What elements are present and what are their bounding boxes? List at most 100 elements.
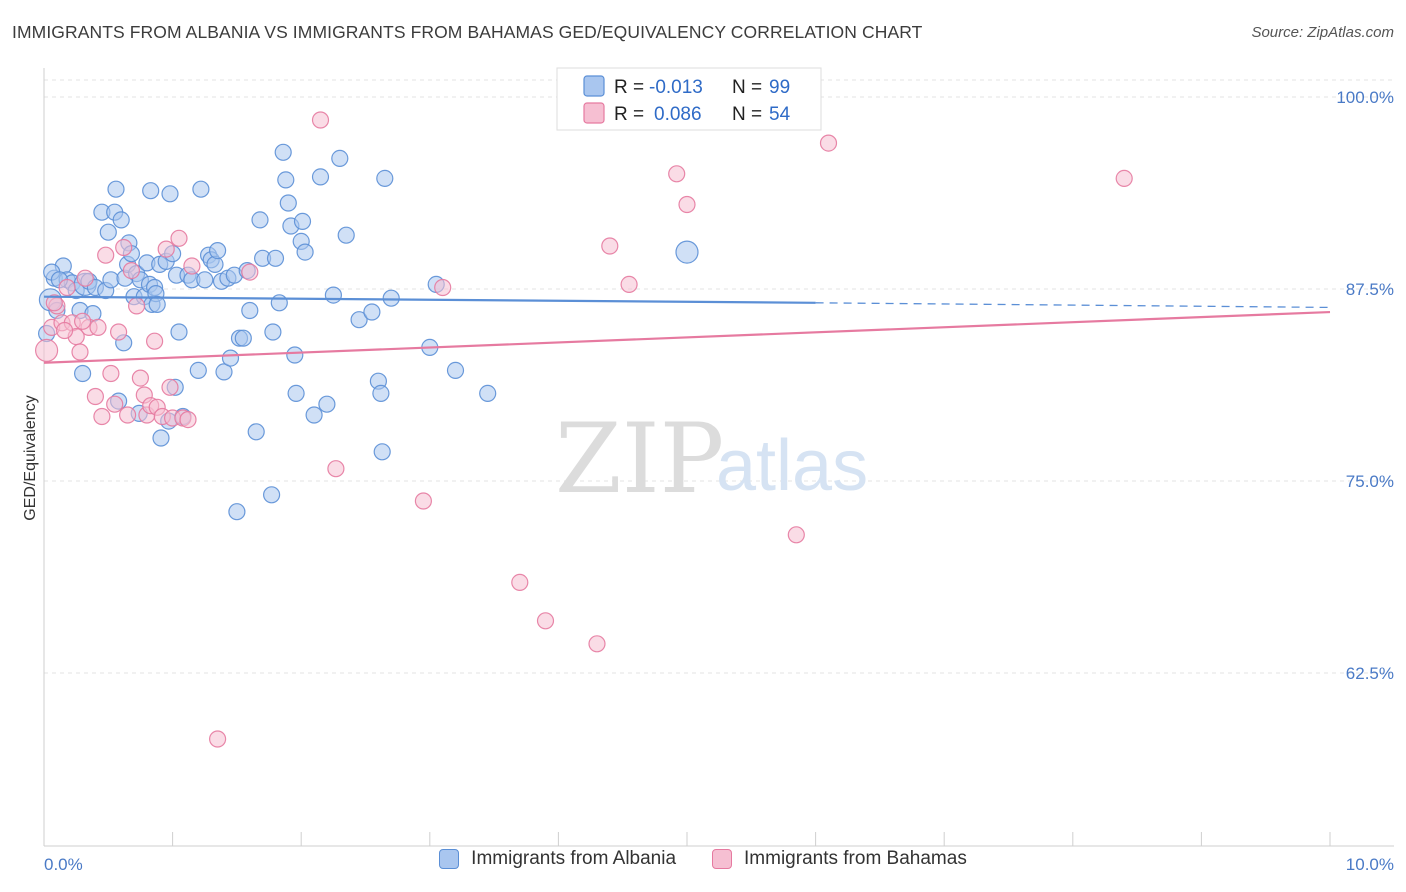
point-bahamas-52 <box>55 321 74 340</box>
point-albania-82 <box>296 243 314 261</box>
trend-lines <box>43 295 1331 364</box>
point-bahamas-43 <box>588 635 606 653</box>
point-bahamas-18 <box>118 406 137 424</box>
legend-r-label-albania: R = <box>614 77 644 98</box>
point-albania-18 <box>107 180 125 198</box>
point-albania-95 <box>382 289 400 307</box>
point-albania-73 <box>270 294 288 312</box>
point-albania-37 <box>148 295 166 313</box>
point-albania-78 <box>286 346 304 364</box>
point-albania-72 <box>266 249 285 267</box>
point-bahamas-4 <box>58 278 76 297</box>
point-albania-93 <box>373 443 391 461</box>
point-albania-15 <box>99 223 117 241</box>
point-bahamas-0 <box>34 338 59 362</box>
point-bahamas-25 <box>146 332 164 350</box>
points-layer <box>34 91 1133 748</box>
point-bahamas-46 <box>668 165 686 183</box>
watermark: ZIP atlas <box>555 403 868 515</box>
stats-legend: R = -0.013 N = 99 R = 0.086 N = 54 <box>556 67 822 131</box>
point-albania-8 <box>73 364 92 383</box>
point-albania-56 <box>209 242 227 260</box>
y-tick-label-2: 87.5% <box>1346 280 1394 299</box>
point-albania-39 <box>152 429 170 447</box>
legend-swatch-albania-bottom <box>439 849 460 869</box>
point-bahamas-53 <box>73 312 92 330</box>
point-bahamas-49 <box>819 134 838 152</box>
legend-swatch-bahamas <box>583 102 605 124</box>
point-albania-66 <box>241 301 259 320</box>
point-bahamas-10 <box>86 387 105 406</box>
y-tick-label-3: 100.0% <box>1336 88 1394 107</box>
point-albania-50 <box>189 361 207 379</box>
point-albania-16 <box>102 271 120 289</box>
point-bahamas-45 <box>620 275 638 293</box>
legend-r-bahamas: 0.086 <box>654 104 702 125</box>
point-albania-46 <box>170 323 188 341</box>
legend-n-label-bahamas: N = <box>732 104 762 125</box>
point-albania-20 <box>112 211 130 229</box>
point-albania-67 <box>247 423 265 441</box>
legend-item-albania: Immigrants from Albania <box>439 848 676 870</box>
point-bahamas-48 <box>787 526 805 544</box>
point-albania-55 <box>206 255 224 273</box>
point-albania-83 <box>305 406 323 424</box>
point-bahamas-37 <box>311 111 330 129</box>
point-bahamas-33 <box>179 411 197 429</box>
point-albania-92 <box>372 384 390 402</box>
legend-r-label-bahamas: R = <box>614 104 644 125</box>
legend-label-albania: Immigrants from Albania <box>471 848 677 869</box>
point-albania-90 <box>363 303 381 321</box>
point-albania-70 <box>263 486 281 504</box>
point-albania-89 <box>350 311 368 329</box>
point-albania-60 <box>221 349 240 367</box>
point-bahamas-35 <box>209 730 227 748</box>
legend-label-bahamas: Immigrants from Bahamas <box>744 848 967 869</box>
point-bahamas-21 <box>131 369 149 387</box>
legend-item-bahamas: Immigrants from Bahamas <box>712 848 967 870</box>
point-albania-33 <box>142 182 160 200</box>
point-bahamas-41 <box>511 573 529 592</box>
point-bahamas-28 <box>157 240 175 258</box>
watermark-zip: ZIP <box>555 403 724 515</box>
point-bahamas-31 <box>170 229 188 247</box>
point-albania-76 <box>279 194 297 212</box>
point-bahamas-36 <box>241 263 259 281</box>
point-bahamas-50 <box>1115 169 1133 187</box>
legend-swatch-bahamas-bottom <box>712 849 733 869</box>
point-bahamas-51 <box>45 294 63 312</box>
point-bahamas-7 <box>71 343 89 361</box>
point-albania-88 <box>337 226 355 244</box>
point-bahamas-47 <box>678 195 696 214</box>
point-bahamas-42 <box>536 612 555 630</box>
point-albania-71 <box>264 323 282 341</box>
legend-n-label-albania: N = <box>732 77 762 98</box>
point-bahamas-8 <box>76 269 94 287</box>
point-albania-75 <box>277 171 295 189</box>
legend-n-albania: 99 <box>769 77 790 98</box>
axes <box>43 68 1394 847</box>
point-albania-64 <box>234 329 252 347</box>
chart-source: Source: ZipAtlas.com <box>1251 24 1394 41</box>
point-bahamas-13 <box>97 246 115 264</box>
point-albania-74 <box>274 143 292 161</box>
point-bahamas-11 <box>89 318 107 336</box>
trend-line-albania <box>43 295 816 304</box>
x-tick-label-max: 10.0% <box>1346 855 1394 874</box>
series-legend: Immigrants from Albania Immigrants from … <box>0 848 1406 870</box>
point-bahamas-40 <box>434 278 452 297</box>
point-albania-58 <box>215 363 233 381</box>
legend-r-albania: -0.013 <box>649 77 703 98</box>
point-albania-84 <box>311 168 330 186</box>
point-bahamas-39 <box>414 492 432 510</box>
legend-n-bahamas: 54 <box>769 104 791 125</box>
y-tick-labels: 62.5% 75.0% 87.5% 100.0% <box>1336 88 1394 683</box>
point-albania-85 <box>318 395 336 413</box>
point-albania-62 <box>228 503 246 521</box>
watermark-atlas: atlas <box>716 426 868 506</box>
point-albania-99 <box>479 384 497 402</box>
point-albania-79 <box>287 384 305 402</box>
point-bahamas-38 <box>327 460 345 478</box>
point-albania-68 <box>251 211 269 229</box>
point-bahamas-19 <box>122 262 140 280</box>
